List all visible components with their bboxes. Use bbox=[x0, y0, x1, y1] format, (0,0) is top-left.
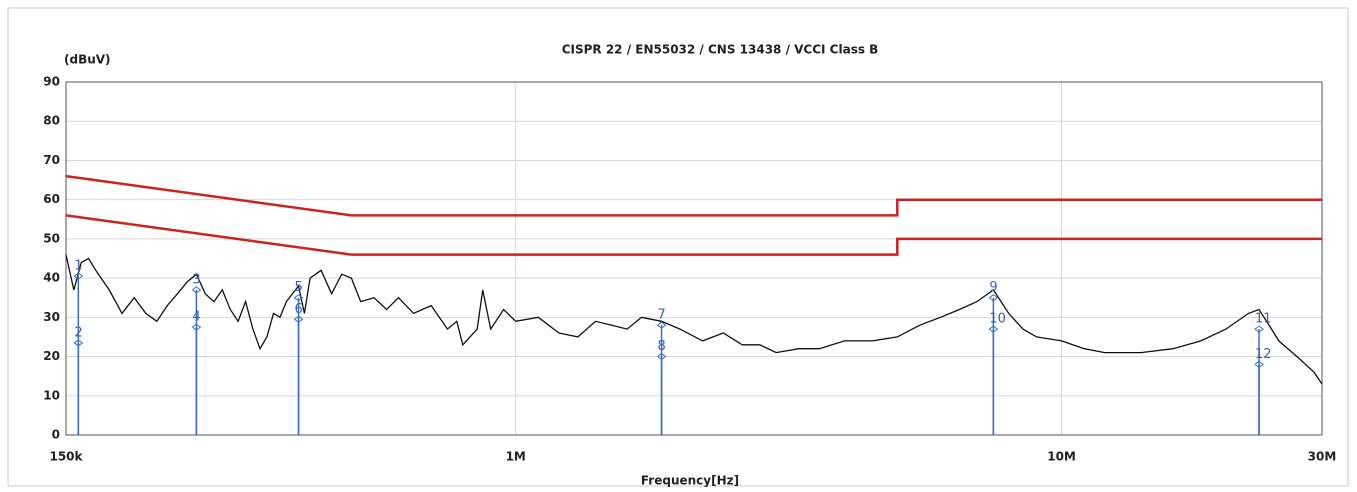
marker-point bbox=[293, 294, 304, 302]
line bbox=[65, 254, 1323, 385]
x-tick-label: 150k bbox=[49, 450, 83, 464]
marker-label: 12 bbox=[1255, 347, 1272, 362]
x-tick-label: 10M bbox=[1047, 450, 1076, 464]
y-tick-label: 80 bbox=[43, 114, 60, 128]
y-tick-label: 90 bbox=[43, 75, 60, 89]
x-tick-label: 30M bbox=[1308, 450, 1337, 464]
marker-point bbox=[988, 325, 999, 333]
marker-label: 8 bbox=[658, 339, 666, 354]
line bbox=[65, 174, 1322, 217]
marker-point bbox=[656, 321, 667, 329]
y-tick-label: 50 bbox=[43, 231, 60, 245]
chart-title: CISPR 22 / EN55032 / CNS 13438 / VCCI Cl… bbox=[562, 43, 879, 57]
frame bbox=[7, 7, 1349, 487]
marker-point bbox=[191, 323, 202, 331]
marker-label: 11 bbox=[1255, 312, 1272, 327]
plot-border bbox=[65, 81, 1323, 436]
y-tick-label: 0 bbox=[52, 428, 60, 442]
marker-label: 3 bbox=[192, 272, 200, 287]
marker-point bbox=[988, 294, 999, 302]
line bbox=[65, 214, 1322, 256]
x-tick-label: 1M bbox=[506, 450, 526, 464]
marker-point bbox=[656, 352, 667, 361]
y-tick-label: 60 bbox=[43, 192, 60, 206]
marker-point bbox=[73, 272, 84, 280]
marker-point bbox=[293, 315, 304, 323]
marker-label: 4 bbox=[192, 310, 200, 325]
marker-label: 5 bbox=[295, 280, 303, 295]
marker-label: 2 bbox=[74, 325, 82, 340]
y-tick-label: 20 bbox=[43, 349, 60, 363]
marker-label: 7 bbox=[658, 308, 666, 323]
marker-point bbox=[1254, 360, 1264, 369]
x-axis-label: Frequency[Hz] bbox=[641, 474, 739, 488]
marker-label: 6 bbox=[295, 302, 303, 317]
marker-point bbox=[1254, 325, 1264, 333]
marker-point bbox=[191, 286, 202, 294]
y-axis-label: (dBuV) bbox=[64, 53, 111, 67]
y-tick-label: 70 bbox=[43, 153, 60, 167]
marker-label: 9 bbox=[989, 280, 997, 295]
y-tick-label: 30 bbox=[43, 310, 60, 324]
marker-label: 10 bbox=[989, 312, 1006, 327]
y-tick-label: 10 bbox=[43, 388, 60, 402]
marker-label: 1 bbox=[74, 259, 82, 274]
marker-point bbox=[73, 339, 84, 347]
y-tick-label: 40 bbox=[43, 271, 60, 285]
